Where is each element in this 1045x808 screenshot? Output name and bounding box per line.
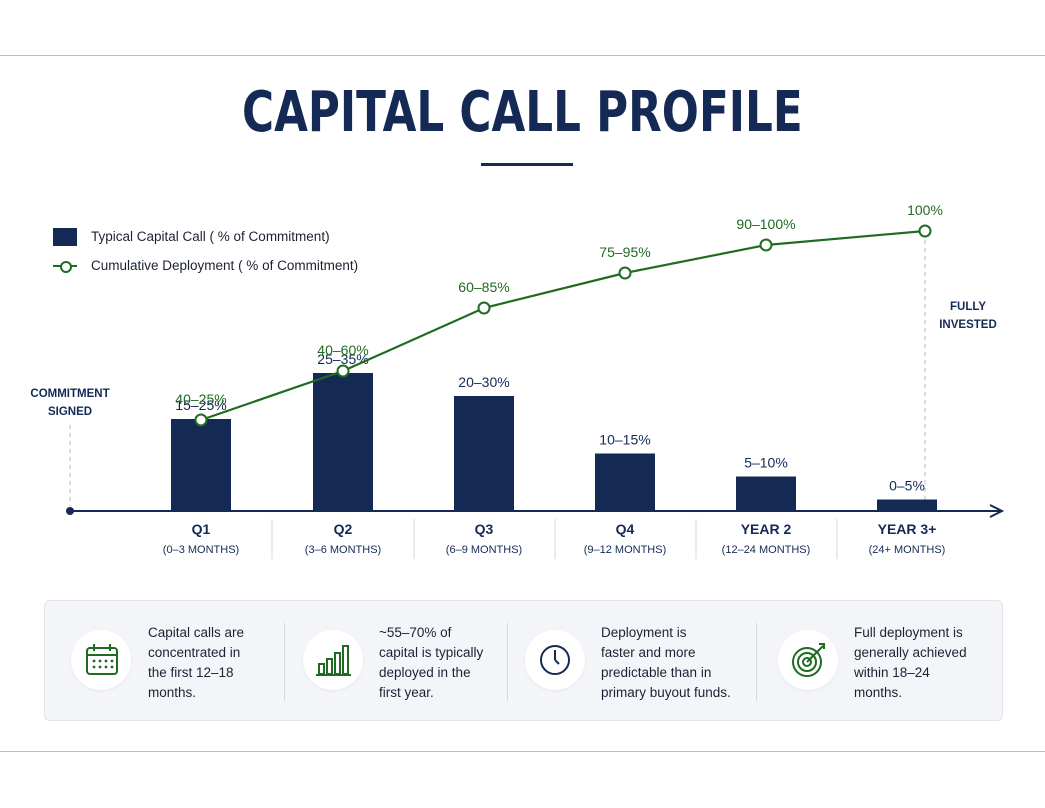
x-tick-label: Q4 [616, 521, 635, 537]
insight-card-target: Full deployment is generally achieved wi… [756, 601, 1002, 722]
x-axis-origin-dot [66, 507, 74, 515]
line-point-0 [194, 413, 208, 427]
card-text-line: primary buyout funds. [601, 685, 731, 700]
invested-note-line2: INVESTED [939, 319, 997, 331]
page-title: CAPITAL CALL PROFILE [242, 80, 803, 145]
chart-legend: Typical Capital Call ( % of Commitment) … [53, 222, 358, 280]
card-text-line: predictable than in [601, 665, 712, 680]
x-tick-label: YEAR 3+ [878, 521, 937, 537]
invested-note-line1: FULLY [950, 301, 986, 313]
slide-frame [0, 55, 1045, 752]
card-text-line: capital is typically [379, 645, 484, 660]
bar-value-label: 0–5% [889, 478, 925, 494]
x-tick-label: Q3 [475, 521, 494, 537]
legend-item-line: Cumulative Deployment ( % of Commitment) [53, 251, 358, 280]
x-tick-sublabel: (3–6 MONTHS) [305, 544, 381, 556]
card-text-line: Deployment is [601, 625, 687, 640]
line-point-2 [477, 301, 491, 315]
x-tick-sublabel: (6–9 MONTHS) [446, 544, 522, 556]
card-text-line: first year. [379, 685, 434, 700]
x-tick-label: Q2 [334, 521, 353, 537]
fully-invested-note: FULLY INVESTED [925, 298, 1011, 334]
growth-bars-icon [303, 630, 363, 690]
calendar-icon [71, 630, 131, 690]
line-value-label: 40–60% [317, 342, 368, 358]
card-text-line: deployed in the [379, 665, 471, 680]
line-point-3 [618, 266, 632, 280]
commitment-signed-note: COMMITMENT SIGNED [18, 385, 122, 421]
line-value-label: 40–25% [175, 391, 226, 407]
card-text: Capital calls are concentrated in the fi… [148, 623, 278, 703]
card-text: Deployment is faster and more predictabl… [601, 623, 751, 703]
bar-0 [171, 419, 231, 511]
bar-1 [313, 373, 373, 511]
capital-call-chart: 15–25% 25–35% 20–30% 10–15% 5–10% 0–5% Q1 (0–3 … [66, 202, 1005, 559]
clock-icon [525, 630, 585, 690]
commitment-note-line2: SIGNED [47, 406, 93, 418]
insight-card-calendar: Capital calls are concentrated in the fi… [45, 601, 285, 722]
card-text-line: generally achieved [854, 645, 967, 660]
title-underline [481, 163, 573, 166]
x-tick-sublabel: (9–12 MONTHS) [584, 544, 667, 556]
card-text-line: Full deployment is [854, 625, 963, 640]
card-text-line: ~55–70% of [379, 625, 452, 640]
line-value-label: 75–95% [599, 244, 650, 260]
card-text: Full deployment is generally achieved wi… [854, 623, 994, 703]
card-divider [284, 623, 285, 701]
legend-line-swatch [53, 259, 77, 273]
bar-3 [595, 453, 655, 511]
line-value-label: 60–85% [458, 279, 509, 295]
commitment-note-line1: COMMITMENT [30, 388, 110, 400]
card-text-line: months. [854, 685, 903, 700]
line-point-4 [759, 238, 773, 252]
line-value-label: 100% [907, 202, 943, 218]
card-text-line: months. [148, 685, 197, 700]
insight-card-clock: Deployment is faster and more predictabl… [507, 601, 755, 722]
insight-card-growth: ~55–70% of capital is typically deployed… [285, 601, 507, 722]
card-text-line: Capital calls are [148, 625, 245, 640]
card-text-line: concentrated in [148, 645, 241, 660]
legend-bar-swatch [53, 227, 77, 246]
bar-value-label: 20–30% [458, 374, 509, 390]
line-point-1 [336, 364, 350, 378]
x-axis-arrow [989, 504, 1005, 518]
line-value-label: 90–100% [736, 216, 795, 232]
line-point-5 [918, 224, 932, 238]
legend-bar-label: Typical Capital Call ( % of Commitment) [91, 229, 330, 244]
bar-value-label: 25–35% [317, 351, 368, 367]
x-tick-sublabel: (24+ MONTHS) [869, 544, 946, 556]
x-tick-sublabel: (0–3 MONTHS) [163, 544, 239, 556]
bar-value-label: 10–15% [599, 432, 650, 448]
card-text-line: the first 12–18 [148, 665, 234, 680]
card-text: ~55–70% of capital is typically deployed… [379, 623, 504, 703]
insight-cards-panel: Capital calls are concentrated in the fi… [44, 600, 1003, 721]
x-tick-sublabel: (12–24 MONTHS) [722, 544, 811, 556]
x-tick-label: YEAR 2 [741, 521, 792, 537]
x-tick-label: Q1 [192, 521, 211, 537]
bar-5 [877, 499, 937, 511]
legend-item-bars: Typical Capital Call ( % of Commitment) [53, 222, 358, 251]
legend-line-label: Cumulative Deployment ( % of Commitment) [91, 258, 359, 273]
bar-value-label: 5–10% [744, 455, 788, 471]
card-text-line: within 18–24 [854, 665, 930, 680]
bar-2 [454, 396, 514, 511]
card-divider [507, 623, 508, 701]
card-divider [756, 623, 757, 701]
bar-value-label: 15–25% [175, 397, 226, 413]
bar-4 [736, 476, 796, 511]
target-icon [778, 630, 838, 690]
cumulative-line [200, 229, 926, 422]
card-text-line: faster and more [601, 645, 696, 660]
